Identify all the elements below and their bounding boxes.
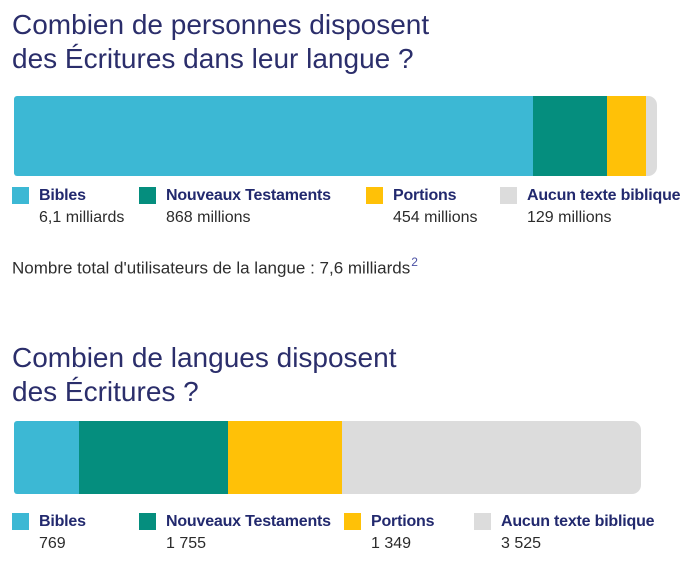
legend-label: Bibles [39, 512, 86, 530]
legend-text: Aucun texte biblique 129 millions [527, 186, 681, 227]
title-line: des Écritures ? [12, 375, 199, 407]
chart-title-languages: Combien de langues disposent des Écriture… [12, 341, 698, 409]
legend-swatch-portions [344, 512, 361, 530]
bar-segment-aucun-texte-biblique [342, 420, 641, 494]
legend-label: Portions [393, 187, 457, 204]
legend-item-aucun-texte-biblique: Aucun texte biblique 3 525 [474, 512, 655, 553]
stacked-bar-languages [14, 420, 641, 494]
legend-text: Nouveaux Testaments 868 millions [166, 186, 331, 227]
legend-text: Aucun texte biblique 3 525 [501, 512, 655, 553]
legend-value: 3 525 [501, 534, 542, 552]
bar-segment-bibles [14, 420, 80, 494]
legend-label: Aucun texte biblique [527, 187, 681, 204]
legend-swatch-bibles [12, 187, 29, 204]
legend-value: 6,1 milliards [39, 209, 125, 226]
legend-swatch-nouveaux-testaments [139, 512, 156, 530]
legend-item-aucun-texte-biblique: Aucun texte biblique 129 millions [500, 186, 681, 227]
legend-value: 1 349 [371, 534, 412, 552]
section-languages: Combien de langues disposent des Écriture… [12, 341, 698, 553]
legend-text: Bibles 6,1 milliards [39, 186, 124, 227]
section-people: Combien de personnes disposent des Écritu… [12, 8, 698, 279]
legend-item-nouveaux-testaments: Nouveaux Testaments 1 755 [139, 512, 344, 553]
legend-row-people: Bibles 6,1 milliards Nouveaux Testaments… [12, 186, 698, 227]
legend-text: Bibles 769 [39, 512, 86, 553]
bar-segment-nouveaux-testaments [533, 96, 608, 176]
legend-swatch-aucun-texte-biblique [474, 512, 491, 530]
legend-value: 1 755 [166, 534, 207, 552]
legend-swatch-aucun-texte-biblique [500, 187, 517, 204]
legend-swatch-nouveaux-testaments [139, 187, 156, 204]
title-line: des Écritures dans leur langue ? [12, 43, 414, 74]
legend-label: Aucun texte biblique [501, 512, 655, 530]
footnote-superscript: 2 [411, 255, 418, 269]
total-users-text: Nombre total d'utilisateurs de la langue… [12, 258, 411, 278]
bar-segment-portions [607, 96, 646, 176]
bar-segment-bibles [14, 96, 534, 176]
bar-segment-nouveaux-testaments [79, 420, 228, 494]
legend-value: 454 millions [393, 209, 478, 226]
legend-swatch-bibles [12, 512, 29, 530]
legend-row-languages: Bibles 769 Nouveaux Testaments 1 755 Por… [12, 512, 698, 553]
legend-item-bibles: Bibles 769 [12, 512, 139, 553]
legend-item-portions: Portions 454 millions [366, 186, 500, 227]
legend-label: Nouveaux Testaments [166, 512, 331, 530]
legend-text: Portions 1 349 [371, 512, 434, 553]
legend-label: Portions [371, 512, 435, 530]
legend-item-bibles: Bibles 6,1 milliards [12, 186, 139, 227]
legend-label: Bibles [39, 187, 86, 204]
total-users-note: Nombre total d'utilisateurs de la langue… [12, 253, 698, 279]
legend-value: 868 millions [166, 209, 251, 226]
legend-label: Nouveaux Testaments [166, 187, 331, 204]
legend-text: Portions 454 millions [393, 186, 477, 227]
legend-item-portions: Portions 1 349 [344, 512, 474, 553]
title-line: Combien de langues disposent [12, 341, 397, 373]
title-line: Combien de personnes disposent [12, 9, 430, 40]
bar-segment-portions [227, 420, 343, 494]
stacked-bar-people [14, 96, 657, 176]
legend-text: Nouveaux Testaments 1 755 [166, 512, 331, 553]
legend-value: 129 millions [527, 209, 612, 226]
bar-segment-aucun-texte-biblique [646, 96, 657, 176]
legend-item-nouveaux-testaments: Nouveaux Testaments 868 millions [139, 186, 366, 227]
chart-title-people: Combien de personnes disposent des Écritu… [12, 8, 698, 76]
legend-swatch-portions [366, 187, 383, 204]
legend-value: 769 [39, 534, 66, 552]
